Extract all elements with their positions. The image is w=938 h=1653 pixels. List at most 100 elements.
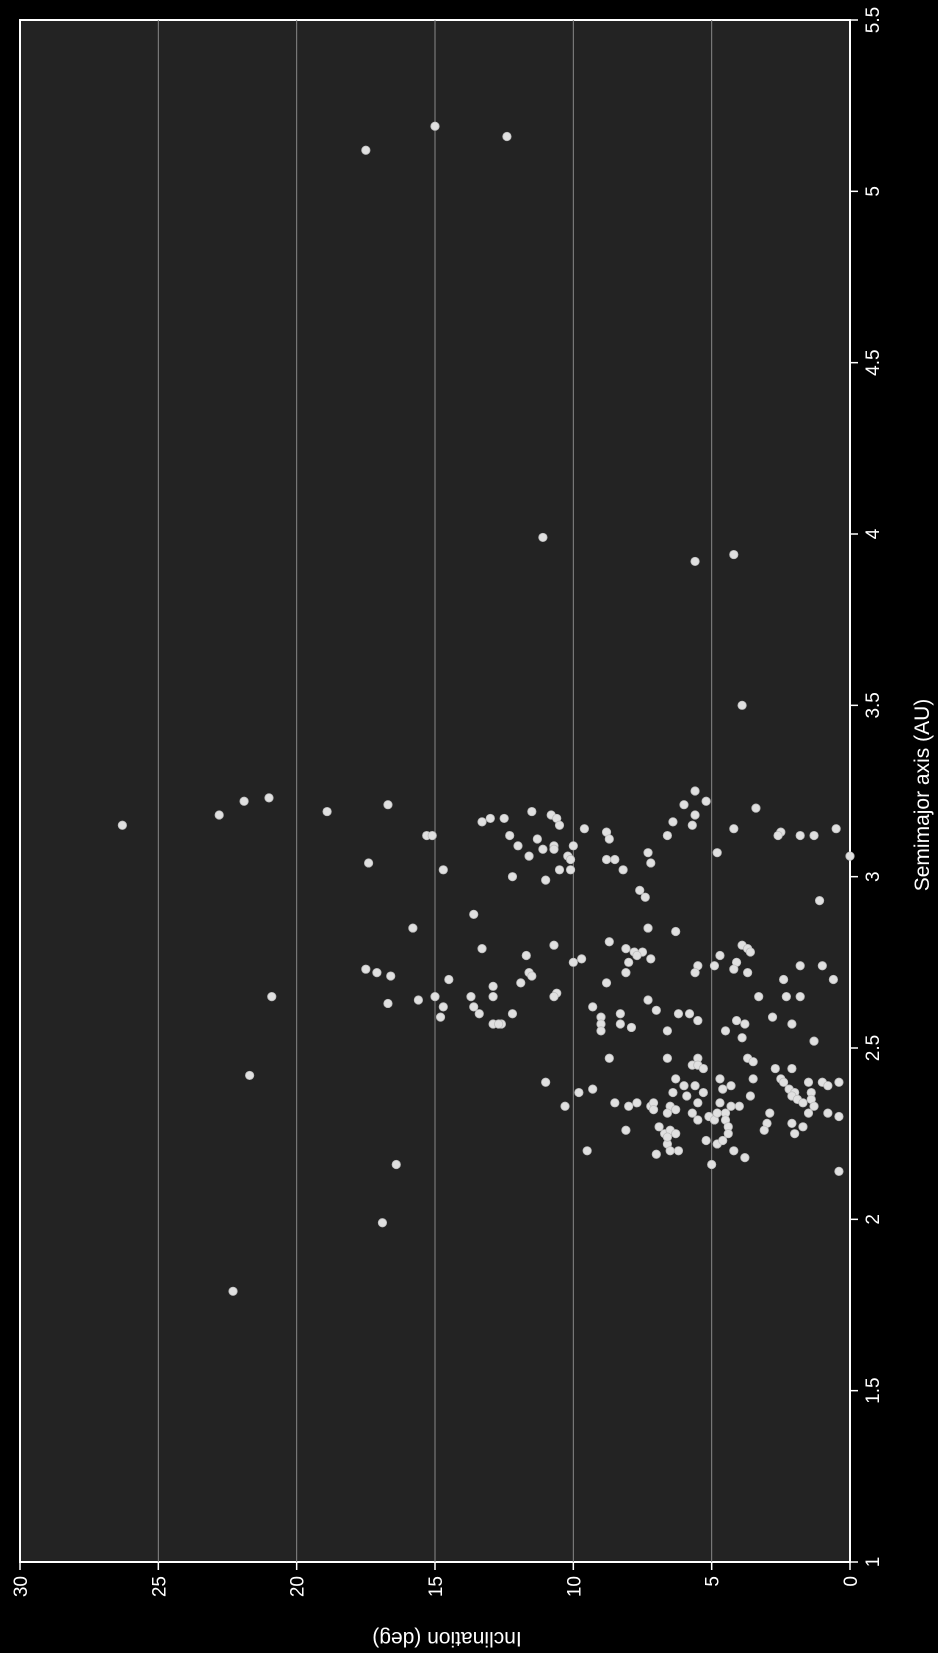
data-point	[386, 971, 396, 981]
data-point	[745, 1091, 756, 1101]
data-point	[408, 923, 418, 933]
data-point	[267, 991, 277, 1002]
data-point	[632, 950, 642, 961]
data-point	[654, 1122, 664, 1132]
data-point	[671, 1074, 681, 1084]
data-point	[444, 974, 454, 985]
data-point	[662, 1108, 673, 1118]
data-point	[588, 1084, 598, 1094]
data-point	[430, 121, 440, 131]
data-point	[823, 1108, 833, 1118]
data-point	[662, 1026, 673, 1036]
data-point	[621, 1125, 631, 1135]
data-point	[582, 1146, 592, 1156]
data-point	[715, 950, 725, 961]
data-point	[651, 1149, 661, 1159]
data-point	[391, 1159, 401, 1170]
data-point	[662, 1132, 673, 1142]
data-point	[729, 549, 739, 560]
data-point	[817, 961, 827, 971]
data-point	[759, 1125, 769, 1135]
data-point	[549, 844, 559, 854]
grid-lines	[157, 20, 713, 1562]
y-tick-label: 0	[841, 1576, 862, 1587]
data-point	[693, 1115, 703, 1125]
data-point	[560, 1101, 570, 1111]
data-point	[640, 892, 650, 902]
data-point	[361, 964, 371, 974]
data-point	[488, 991, 498, 1002]
data-point	[712, 1108, 722, 1118]
data-point	[538, 844, 548, 854]
data-point	[701, 1135, 711, 1146]
x-tick-label: 4.5	[863, 349, 884, 375]
data-point	[485, 813, 495, 824]
y-tick-label: 5	[703, 1576, 724, 1587]
data-point	[507, 872, 518, 882]
x-axis-ticks: 1 1.5 2 2.5 3 3.5 4 4.5 5 5.5	[850, 7, 884, 1568]
data-point	[322, 806, 332, 817]
data-point	[527, 971, 537, 981]
data-point	[787, 1019, 797, 1029]
data-point	[671, 1129, 681, 1139]
data-point	[707, 1159, 717, 1170]
data-point	[814, 896, 825, 906]
data-point	[610, 1098, 620, 1108]
x-tick-label: 1	[863, 1557, 884, 1568]
data-point	[477, 817, 487, 827]
data-point	[790, 1129, 800, 1139]
data-point	[565, 854, 576, 865]
data-point	[615, 1019, 625, 1029]
data-point	[687, 820, 697, 830]
data-point	[834, 1166, 844, 1176]
data-point	[579, 824, 590, 834]
data-point	[718, 1084, 728, 1094]
x-tick-label: 5.5	[863, 7, 884, 33]
data-point	[541, 875, 551, 885]
x-tick-label: 2.5	[863, 1035, 884, 1061]
data-point	[834, 1077, 844, 1087]
data-point	[565, 865, 576, 875]
data-point	[524, 851, 534, 861]
data-point	[513, 841, 523, 851]
data-point	[239, 796, 249, 806]
y-axis-ticks: 0 5 10 15 20 25 30	[11, 1562, 862, 1597]
data-point	[748, 1074, 758, 1084]
x-tick-label: 2	[863, 1214, 884, 1225]
data-point	[693, 1015, 703, 1026]
data-point	[601, 854, 612, 865]
data-points	[117, 121, 855, 1296]
data-point	[729, 1146, 739, 1156]
data-point	[615, 1009, 625, 1019]
data-point	[778, 974, 789, 985]
x-tick-label: 3	[863, 871, 884, 882]
data-point	[228, 1286, 238, 1296]
data-point	[809, 1036, 819, 1046]
data-point	[845, 851, 855, 861]
data-point	[712, 848, 722, 858]
data-point	[737, 1033, 747, 1043]
data-point	[499, 813, 509, 824]
data-point	[568, 957, 578, 967]
data-point	[690, 556, 700, 567]
data-point	[668, 817, 678, 827]
data-point	[117, 820, 127, 830]
data-point	[673, 1009, 684, 1019]
data-point	[610, 854, 620, 865]
data-point	[787, 1063, 797, 1074]
data-point	[803, 1077, 814, 1087]
data-point	[679, 1081, 689, 1091]
x-tick-label: 4	[863, 528, 884, 539]
data-point	[715, 1098, 725, 1108]
x-tick-label: 5	[863, 186, 884, 197]
data-point	[632, 1098, 642, 1108]
data-point	[469, 909, 479, 919]
data-point	[549, 991, 559, 1002]
data-point	[831, 824, 841, 834]
data-point	[690, 810, 700, 820]
y-tick-label: 20	[288, 1576, 309, 1597]
data-point	[726, 1101, 736, 1111]
data-point	[726, 1081, 736, 1091]
data-point	[648, 1105, 659, 1115]
